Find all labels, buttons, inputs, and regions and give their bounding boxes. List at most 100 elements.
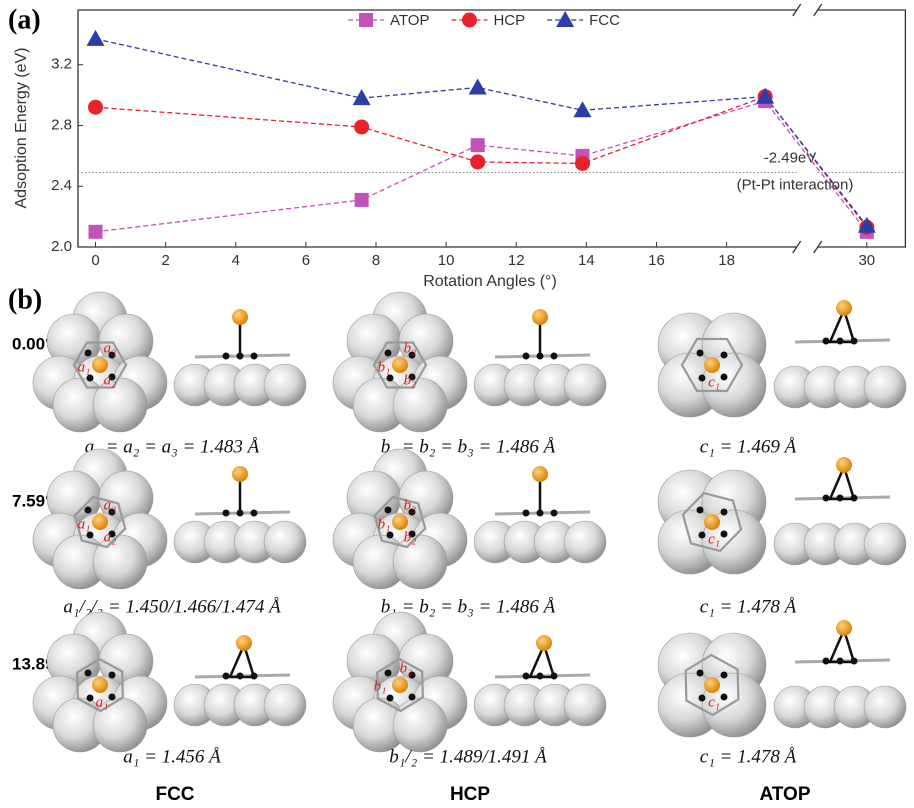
x-axis-label: Rotation Angles (°) <box>423 273 557 290</box>
c-atom <box>721 531 728 538</box>
c-atom <box>251 353 258 360</box>
column-label: ATOP <box>759 784 810 805</box>
c-atom <box>237 673 244 680</box>
marker <box>88 100 103 115</box>
axis-frame <box>78 10 905 247</box>
atom-label: b₃ <box>404 497 417 513</box>
legend-label: FCC <box>589 12 620 29</box>
atom-label: b₂ <box>404 372 417 388</box>
y-tick-label: 2.0 <box>51 238 72 255</box>
c-atom <box>551 673 558 680</box>
annotation: -2.49eV <box>764 150 817 167</box>
x-tick-label: 30 <box>858 252 875 269</box>
pt-atom <box>864 366 906 408</box>
au-atom <box>532 309 548 325</box>
atom-label: c₁ <box>708 531 720 547</box>
c-atom <box>385 507 392 514</box>
structures: 0.00°a₃a₁a₂a₁ = a₂ = a₃ = 1.483 Åb₃b₁b₂b… <box>12 292 906 805</box>
c-atom <box>823 658 830 665</box>
bond-length-caption: c₁ = 1.478 Å <box>700 596 797 617</box>
c-atom <box>523 673 530 680</box>
pt-atom <box>393 535 447 589</box>
c-atom <box>721 509 728 516</box>
pt-atom <box>564 364 606 406</box>
c-atom <box>699 532 706 539</box>
c-atom <box>721 352 728 359</box>
atom-label: a₁ <box>78 359 91 375</box>
c-atom <box>851 658 858 665</box>
c-atom <box>85 350 92 357</box>
annotation: (Pt-Pt interaction) <box>737 177 854 194</box>
c-atom <box>523 353 530 360</box>
c-atom <box>823 495 830 502</box>
au-atom <box>836 620 852 636</box>
marker <box>575 156 590 171</box>
c-atom <box>837 495 844 502</box>
c-atom <box>109 694 116 701</box>
x-tick-label: 10 <box>438 252 455 269</box>
column-label: HCP <box>450 784 490 805</box>
pt-atom <box>864 686 906 728</box>
pt-atom <box>264 521 306 563</box>
pt-atom <box>564 521 606 563</box>
x-tick-label: 0 <box>91 252 99 269</box>
x-tick-label: 12 <box>508 252 525 269</box>
c-atom <box>697 350 704 357</box>
legend-marker <box>359 13 373 27</box>
c-atom <box>837 338 844 345</box>
c-atom <box>385 350 392 357</box>
x-tick-label: 8 <box>372 252 380 269</box>
marker <box>355 193 369 207</box>
c-atom <box>385 670 392 677</box>
c-atom <box>697 670 704 677</box>
c-atom <box>823 338 830 345</box>
c-atom <box>251 510 258 517</box>
c-atom <box>223 353 230 360</box>
c-atom <box>409 694 416 701</box>
atom-label: c₁ <box>708 694 720 710</box>
bond-length-caption: b₁/₂ = 1.489/1.491 Å <box>389 746 547 767</box>
pt-atom <box>864 523 906 565</box>
marker <box>89 225 103 239</box>
x-tick-label: 16 <box>648 252 665 269</box>
pt-atom <box>93 535 147 589</box>
marker <box>87 30 105 46</box>
x-tick-label: 4 <box>232 252 240 269</box>
atom-label: b₂ <box>400 660 413 676</box>
atom-label: a₃ <box>104 497 117 513</box>
atom-label: a₃ <box>104 340 117 356</box>
bond-length-caption: c₁ = 1.478 Å <box>700 746 797 767</box>
c-atom <box>851 495 858 502</box>
au-atom <box>704 357 720 373</box>
rotation-angle: 7.59° <box>12 491 52 510</box>
x-tick-label: 14 <box>578 252 595 269</box>
figure: (a) Adsoption Energy (eV) Rotation Angle… <box>0 0 914 808</box>
c-atom <box>387 532 394 539</box>
atom-label: a₂ <box>104 372 117 388</box>
au-atom <box>236 635 252 651</box>
au-atom <box>836 457 852 473</box>
c-atom <box>109 672 116 679</box>
c-atom <box>523 510 530 517</box>
c-atom <box>251 673 258 680</box>
x-tick-label: 2 <box>161 252 169 269</box>
atom-label: b₁ <box>374 678 387 694</box>
atom-label: a₂ <box>104 529 117 545</box>
bond-length-caption: c₁ = 1.469 Å <box>700 436 797 457</box>
column-label: FCC <box>155 784 194 805</box>
marker <box>354 119 369 134</box>
au-atom <box>392 514 408 530</box>
series-line <box>96 39 867 226</box>
pt-atom <box>564 684 606 726</box>
c-atom <box>85 507 92 514</box>
au-atom <box>536 635 552 651</box>
c-atom <box>699 375 706 382</box>
au-atom <box>232 466 248 482</box>
c-atom <box>87 532 94 539</box>
pt-atom <box>264 684 306 726</box>
x-tick-label: 18 <box>718 252 735 269</box>
pt-atom <box>264 364 306 406</box>
legend-marker <box>556 11 574 27</box>
au-atom <box>392 677 408 693</box>
atom-label: a₁ <box>78 516 91 532</box>
